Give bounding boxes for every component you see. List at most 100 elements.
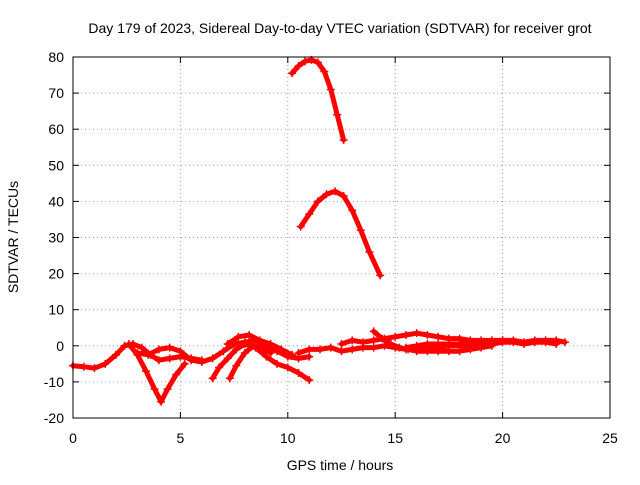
y-tick-label: 50 [48, 157, 64, 173]
data-point [232, 361, 241, 370]
data-point [386, 339, 395, 348]
data-point [369, 343, 378, 352]
data-point [552, 336, 561, 345]
series-band [403, 337, 506, 351]
data-point [339, 136, 348, 145]
data-point [111, 350, 120, 359]
data-point [348, 206, 357, 215]
data-point [245, 330, 254, 339]
x-tick-label: 0 [69, 430, 77, 446]
data-point [288, 69, 297, 78]
data-point [249, 341, 258, 350]
data-point [266, 349, 275, 358]
data-point [487, 338, 496, 347]
data-point [296, 222, 305, 231]
y-tick-label: 30 [48, 230, 64, 246]
data-point [187, 356, 196, 365]
data-point [509, 336, 518, 345]
data-point [391, 332, 400, 341]
data-point [444, 339, 453, 348]
data-point [294, 62, 303, 71]
data-point [305, 376, 314, 385]
data-point [137, 343, 146, 352]
data-point [176, 347, 185, 356]
data-point [326, 85, 335, 94]
data-point [150, 385, 159, 394]
data-point [144, 350, 153, 359]
data-point [283, 363, 292, 372]
data-point [337, 339, 346, 348]
data-point [300, 57, 309, 66]
data-point [423, 339, 432, 348]
y-tick-label: -10 [44, 374, 64, 390]
data-point [305, 210, 314, 219]
series-band [298, 188, 383, 278]
data-point [154, 345, 163, 354]
data-point [313, 58, 322, 67]
data-point [305, 345, 314, 354]
data-point [498, 336, 507, 345]
series-arc-low-10 [401, 336, 507, 352]
data-point [225, 374, 234, 383]
data-point [101, 359, 110, 368]
y-tick-label: 70 [48, 85, 64, 101]
data-point [157, 397, 166, 406]
series-arc-high-1 [288, 55, 348, 145]
y-tick-label: 20 [48, 266, 64, 282]
y-tick-label: -20 [44, 410, 64, 426]
data-point [165, 354, 174, 363]
series-band [126, 341, 188, 405]
data-point [133, 349, 142, 358]
x-tick-label: 25 [602, 430, 618, 446]
data-point [434, 339, 443, 348]
data-point [223, 339, 232, 348]
data-point [326, 343, 335, 352]
x-tick-label: 15 [387, 430, 403, 446]
data-point [154, 356, 163, 365]
data-point [434, 347, 443, 356]
data-point [79, 362, 88, 371]
series-arc-high-2 [296, 187, 385, 280]
data-point [322, 190, 331, 199]
data-point [365, 247, 374, 256]
data-point [232, 345, 241, 354]
data-point [90, 364, 99, 373]
data-point [223, 354, 232, 363]
data-point [541, 336, 550, 345]
series-band [289, 57, 347, 143]
data-point [288, 350, 297, 359]
y-tick-label: 60 [48, 121, 64, 137]
data-point [348, 336, 357, 345]
data-point [208, 354, 217, 363]
series-band [339, 330, 568, 347]
y-axis-label: SDTVAR / TECUs [5, 181, 21, 293]
data-point [165, 343, 174, 352]
y-tick-label: 80 [48, 49, 64, 65]
data-point [320, 67, 329, 76]
data-point [356, 226, 365, 235]
data-point [294, 349, 303, 358]
data-point [455, 339, 464, 348]
data-point [455, 347, 464, 356]
data-point [305, 352, 314, 361]
data-point [277, 345, 286, 354]
data-layer [69, 55, 569, 406]
chart-title: Day 179 of 2023, Sidereal Day-to-day VTE… [88, 20, 591, 36]
data-point [262, 352, 271, 361]
data-point [124, 339, 133, 348]
data-point [337, 347, 346, 356]
data-point [412, 329, 421, 338]
series-arc-low-2 [124, 339, 189, 406]
data-point [369, 327, 378, 336]
x-tick-label: 20 [495, 430, 511, 446]
data-point [266, 339, 275, 348]
y-tick-label: 0 [56, 338, 64, 354]
data-point [333, 110, 342, 119]
series-arc-low-5 [225, 341, 275, 383]
data-point [358, 338, 367, 347]
data-point [219, 347, 228, 356]
grid [73, 57, 610, 418]
data-point [401, 343, 410, 352]
data-point [331, 187, 340, 196]
